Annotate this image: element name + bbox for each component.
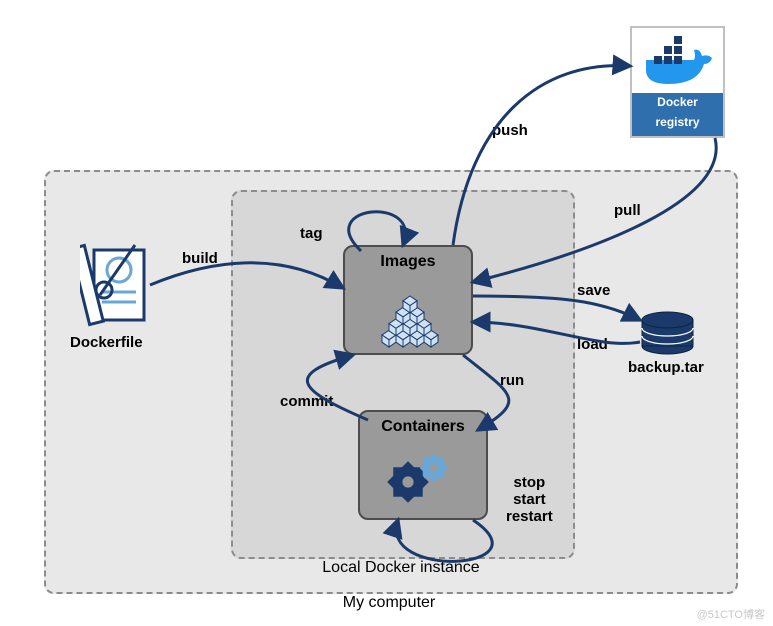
dockerfile-icon (80, 240, 150, 330)
containers-icon (360, 436, 490, 516)
push-label: push (492, 122, 528, 139)
run-label: run (500, 372, 524, 389)
save-label: save (577, 282, 610, 299)
diagram-stage: Images (0, 0, 773, 626)
docker-whale-icon (638, 34, 718, 90)
dockerfile-label: Dockerfile (70, 334, 143, 351)
pull-label: pull (614, 202, 641, 219)
watermark: @51CTO博客 (697, 606, 765, 622)
build-label: build (182, 250, 218, 267)
registry-label-1: Docker (632, 92, 723, 112)
load-label: load (577, 336, 608, 353)
backup-tar-icon (640, 310, 695, 355)
commit-label: commit (280, 393, 333, 410)
stop-start-restart-label: stop start restart (506, 474, 553, 525)
backup-tar-label: backup.tar (628, 359, 704, 376)
images-title: Images (345, 247, 471, 271)
my-computer-label: My computer (329, 594, 449, 612)
tag-label: tag (300, 225, 323, 242)
images-node: Images (343, 245, 473, 355)
containers-node: Containers (358, 410, 488, 520)
containers-title: Containers (360, 412, 486, 436)
docker-registry-box: Docker registry (630, 26, 725, 138)
registry-label-2: registry (632, 112, 723, 132)
images-icon (345, 271, 475, 351)
local-docker-instance-label: Local Docker instance (306, 559, 496, 577)
